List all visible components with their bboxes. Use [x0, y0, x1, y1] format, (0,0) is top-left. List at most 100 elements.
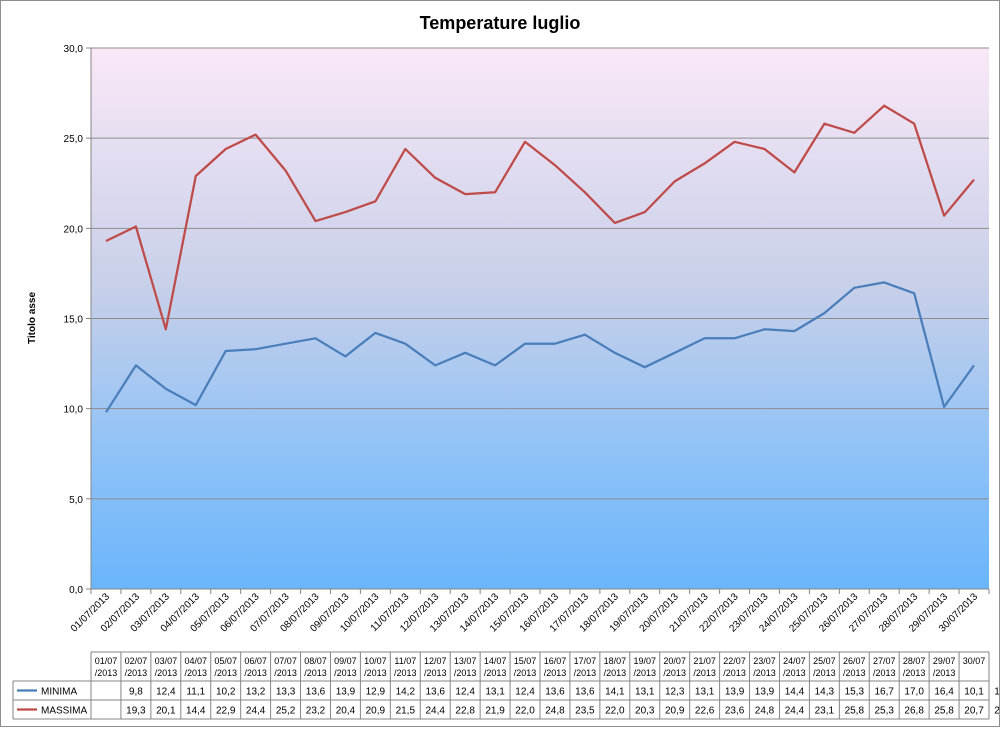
y-tick-label: 5,0: [69, 495, 83, 506]
table-cell: 13,3: [276, 687, 296, 698]
table-cell: 23,6: [725, 706, 745, 717]
data-point-massima: [643, 210, 647, 214]
table-header: 25/07: [813, 656, 836, 666]
data-point-massima: [703, 161, 707, 165]
data-point-minima: [942, 405, 946, 409]
table-header: /2013: [244, 668, 267, 678]
table-cell: 20,9: [665, 706, 685, 717]
table-header: /2013: [514, 668, 537, 678]
table-cell: 21,5: [396, 706, 416, 717]
data-point-minima: [194, 403, 198, 407]
table-cell: 22,8: [455, 706, 475, 717]
data-point-massima: [493, 190, 497, 194]
table-cell: 23,2: [306, 706, 326, 717]
table-cell: 22,6: [695, 706, 715, 717]
table-header: /2013: [813, 668, 836, 678]
data-point-massima: [763, 147, 767, 151]
data-point-massima: [523, 140, 527, 144]
legend-label: MINIMA: [41, 687, 77, 698]
table-cell: 21,9: [485, 706, 505, 717]
data-point-minima: [912, 291, 916, 295]
chart-title: Temperature luglio: [420, 13, 581, 33]
table-cell: 22,0: [515, 706, 535, 717]
data-point-massima: [942, 214, 946, 218]
table-cell: 16,4: [934, 687, 954, 698]
table-cell: 9,8: [129, 687, 143, 698]
table-header: /2013: [634, 668, 657, 678]
table-cell: 25,8: [845, 706, 865, 717]
table-cell: 14,1: [605, 687, 625, 698]
table-header: 08/07: [304, 656, 327, 666]
table-cell: 14,4: [785, 687, 805, 698]
data-point-minima: [972, 363, 976, 367]
table-cell: 13,6: [425, 687, 445, 698]
table-cell: 15,3: [845, 687, 865, 698]
data-point-massima: [912, 122, 916, 126]
table-header: 30/07: [963, 656, 986, 666]
table-cell: 14,4: [186, 706, 206, 717]
y-tick-label: 10,0: [64, 405, 84, 416]
table-header: 21/07: [693, 656, 716, 666]
table-cell: 25,3: [874, 706, 894, 717]
gridlines: [91, 47, 989, 500]
table-cell: 10,2: [216, 687, 236, 698]
data-point-massima: [583, 190, 587, 194]
data-point-minima: [403, 342, 407, 346]
table-cell: 22,9: [216, 706, 236, 717]
table-header: 07/07: [274, 656, 297, 666]
table-cell: 13,9: [725, 687, 745, 698]
table-header: 04/07: [185, 656, 208, 666]
table-header: 18/07: [604, 656, 627, 666]
table-cell: 12,4: [455, 687, 475, 698]
table-cell: 13,6: [545, 687, 565, 698]
table-cell: 17,0: [904, 687, 924, 698]
table-cell: 24,4: [785, 706, 805, 717]
data-point-massima: [194, 174, 198, 178]
table-header: /2013: [843, 668, 866, 678]
table-header: /2013: [364, 668, 387, 678]
table-header: /2013: [753, 668, 776, 678]
table-cell: 13,1: [695, 687, 715, 698]
data-point-minima: [314, 336, 318, 340]
data-point-minima: [463, 351, 467, 355]
data-point-minima: [343, 354, 347, 358]
data-point-minima: [583, 333, 587, 337]
data-point-massima: [224, 147, 228, 151]
legend-label: MASSIMA: [41, 706, 87, 717]
table-header: 02/07: [125, 656, 148, 666]
data-point-minima: [284, 342, 288, 346]
table-cell: 12,4: [156, 687, 176, 698]
data-point-minima: [493, 363, 497, 367]
data-point-minima: [763, 327, 767, 331]
table-header: 12/07: [424, 656, 447, 666]
data-point-massima: [553, 163, 557, 167]
table-header: /2013: [334, 668, 357, 678]
data-point-minima: [553, 342, 557, 346]
series-lines: [105, 104, 976, 413]
data-point-minima: [433, 363, 437, 367]
table-cell: 14,3: [815, 687, 835, 698]
y-tick-label: 15,0: [64, 315, 84, 326]
table-header: 10/07: [364, 656, 387, 666]
table-cell: 25,2: [276, 706, 296, 717]
data-point-massima: [733, 140, 737, 144]
table-header: 28/07: [903, 656, 926, 666]
y-tick-label: 30,0: [64, 44, 84, 55]
data-table: 01/07/2013 02/07/2013 03/07/2013 04/07/2013…: [12, 651, 1000, 720]
table-header: /2013: [185, 668, 208, 678]
data-point-minima: [164, 387, 168, 391]
data-point-massima: [792, 170, 796, 174]
series-line-minima: [105, 281, 975, 413]
table-header: 22/07: [723, 656, 746, 666]
table-header: 20/07: [663, 656, 686, 666]
y-tick-label: 0,0: [69, 585, 83, 596]
table-cell: 10,1: [964, 687, 984, 698]
x-axis: 01/07/201302/07/201303/07/201304/07/2013…: [69, 588, 990, 635]
data-point-minima: [822, 311, 826, 315]
data-point-massima: [403, 147, 407, 151]
table-header: /2013: [454, 668, 477, 678]
data-point-minima: [643, 365, 647, 369]
table-header: /2013: [604, 668, 627, 678]
table-header: /2013: [424, 668, 447, 678]
